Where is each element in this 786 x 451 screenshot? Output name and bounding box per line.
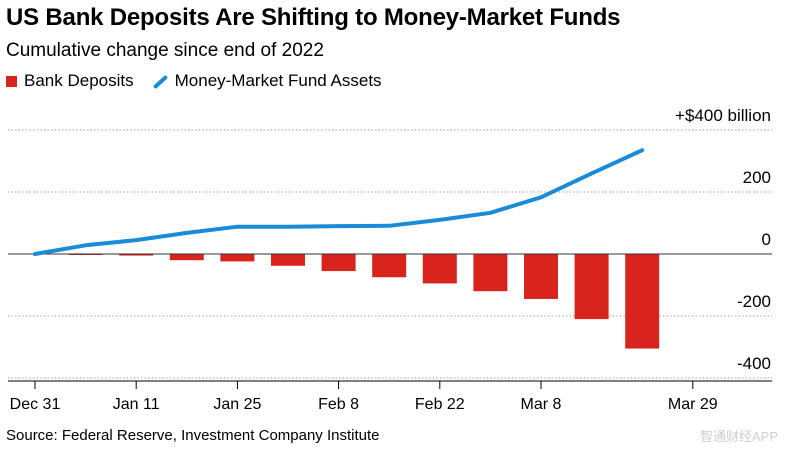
legend-label-bank-deposits: Bank Deposits [24, 71, 134, 90]
bar-bank-deposits [574, 254, 609, 320]
y-tick-label: 0 [762, 230, 771, 249]
bar-bank-deposits [119, 254, 154, 256]
x-tick-label: Feb 22 [415, 396, 465, 413]
y-tick-label: -200 [737, 292, 771, 311]
legend-item-money-market[interactable]: Money-Market Fund Assets [152, 71, 382, 91]
bar-bank-deposits [169, 254, 204, 261]
bar-bank-deposits [473, 254, 508, 292]
bar-bank-deposits [220, 254, 255, 262]
chart-title: US Bank Deposits Are Shifting to Money-M… [6, 4, 621, 31]
y-tick-label: 200 [743, 168, 771, 187]
legend-label-money-market: Money-Market Fund Assets [174, 71, 382, 90]
bar-bank-deposits [271, 254, 305, 266]
legend-swatch-bar [6, 75, 17, 87]
x-tick-label: Jan 11 [113, 396, 160, 413]
bar-bank-deposits [625, 254, 660, 349]
bar-bank-deposits [524, 254, 558, 299]
line-money-market [33, 148, 645, 256]
source-note: Source: Federal Reserve, Investment Comp… [6, 427, 380, 444]
watermark: 智通财经APP [699, 429, 778, 444]
x-tick-label: Dec 31 [10, 396, 61, 413]
x-tick-label: Jan 25 [213, 396, 261, 413]
y-tick-label: +$400 billion [675, 106, 771, 125]
x-tick-label: Mar 29 [668, 396, 718, 413]
bar-bank-deposits [422, 254, 457, 284]
x-tick-label: Feb 8 [318, 396, 359, 413]
x-tick-label: Mar 8 [521, 396, 562, 413]
chart-subtitle: Cumulative change since end of 2022 [6, 40, 324, 61]
y-tick-label: -400 [737, 354, 771, 373]
legend-item-bank-deposits[interactable]: Bank Deposits [6, 71, 134, 91]
bar-bank-deposits [372, 254, 407, 278]
bar-bank-deposits [321, 254, 356, 272]
legend: Bank Deposits Money-Market Fund Assets [6, 71, 400, 91]
